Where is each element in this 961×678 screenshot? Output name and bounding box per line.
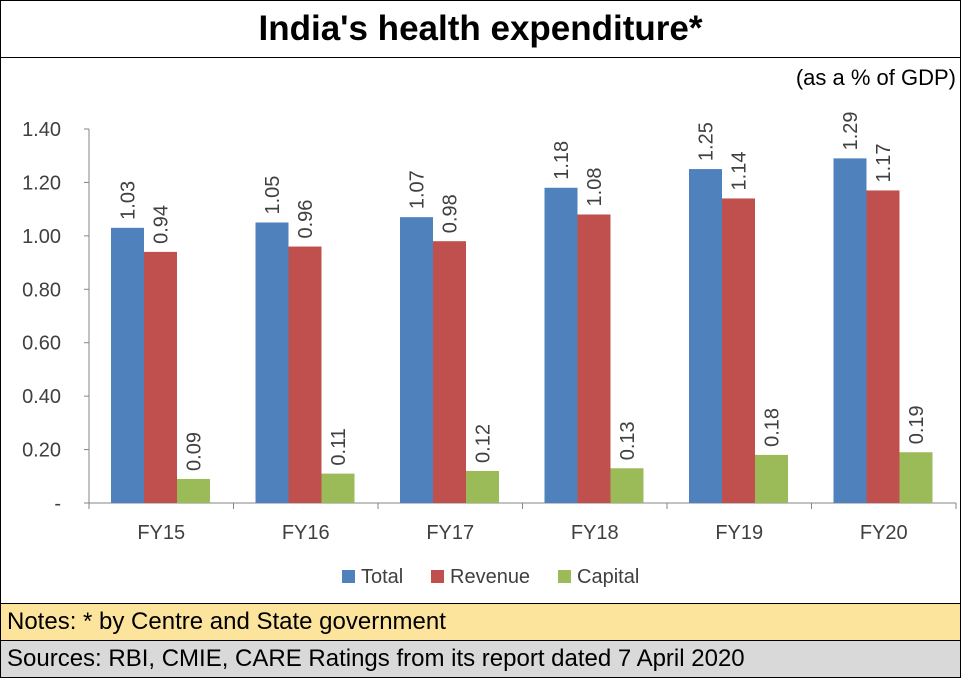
bar-chart: - 0.20 0.40 0.60 0.80 1.00 1.20 1.40 FY15 FY16 FY1… <box>22 111 957 588</box>
y-tick-label: 0.80 <box>22 279 61 301</box>
y-tick-label: 1.00 <box>22 226 61 248</box>
bar-total <box>544 187 578 503</box>
data-label: 1.03 <box>118 181 140 220</box>
unit-label: (as a % of GDP) <box>795 65 956 90</box>
data-label: 1.08 <box>584 168 606 207</box>
x-tick-label: FY15 <box>137 522 185 544</box>
legend-swatch-total <box>342 570 355 583</box>
y-tick-label: 1.20 <box>22 172 61 194</box>
sources-bar: Sources: RBI, CMIE, CARE Ratings from it… <box>1 641 960 677</box>
bar-capital <box>755 454 788 503</box>
data-label: 0.98 <box>440 194 462 233</box>
bar-capital <box>321 473 355 503</box>
x-tick-label: FY16 <box>282 522 330 544</box>
bar-revenue <box>144 251 177 503</box>
data-label: 1.17 <box>873 144 895 183</box>
x-tick-label: FY19 <box>715 522 763 544</box>
data-label: 0.09 <box>184 432 206 471</box>
bar-revenue <box>577 214 611 503</box>
legend-label-capital: Capital <box>577 566 639 588</box>
legend-swatch-capital <box>558 570 571 583</box>
bar-total <box>689 169 722 504</box>
bar-revenue <box>433 241 466 503</box>
data-label: 0.13 <box>617 421 639 460</box>
legend-swatch-revenue <box>431 570 444 583</box>
legend-label-revenue: Revenue <box>450 566 530 588</box>
y-tick-label: 0.20 <box>22 440 61 462</box>
data-label: 0.11 <box>328 428 350 465</box>
bar-capital <box>899 452 933 503</box>
data-label: 1.14 <box>729 152 751 191</box>
x-tick-label: FY17 <box>426 522 474 544</box>
data-label: 1.25 <box>696 122 718 161</box>
data-label: 1.29 <box>840 111 862 150</box>
data-label: 1.07 <box>407 170 429 209</box>
bar-capital <box>466 470 499 503</box>
data-label: 1.18 <box>551 141 573 180</box>
y-tick-label: 0.60 <box>22 333 61 355</box>
bar-capital <box>610 468 644 503</box>
y-tick-label: 0.40 <box>22 386 61 408</box>
data-label: 0.96 <box>295 200 317 239</box>
data-label: 0.18 <box>762 408 784 447</box>
bar-total <box>255 222 289 503</box>
y-tick-label: - <box>54 493 61 515</box>
bar-total <box>400 217 433 503</box>
bar-total <box>833 158 867 503</box>
bar-revenue <box>722 198 755 503</box>
bar-capital <box>177 478 210 503</box>
x-tick-label: FY20 <box>860 522 908 544</box>
bar-total <box>111 227 144 504</box>
chart-title: India's health expenditure* <box>1 1 960 58</box>
x-tick-label: FY18 <box>571 522 619 544</box>
bar-revenue <box>866 190 900 503</box>
data-label: 0.12 <box>473 424 495 463</box>
data-label: 1.05 <box>262 176 284 215</box>
y-tick-label: 1.40 <box>22 119 61 141</box>
notes-bar: Notes: * by Centre and State government <box>1 603 960 641</box>
data-label: 0.94 <box>151 205 173 244</box>
legend-label-total: Total <box>361 566 403 588</box>
data-label: 0.19 <box>906 405 928 444</box>
bar-revenue <box>288 246 322 504</box>
